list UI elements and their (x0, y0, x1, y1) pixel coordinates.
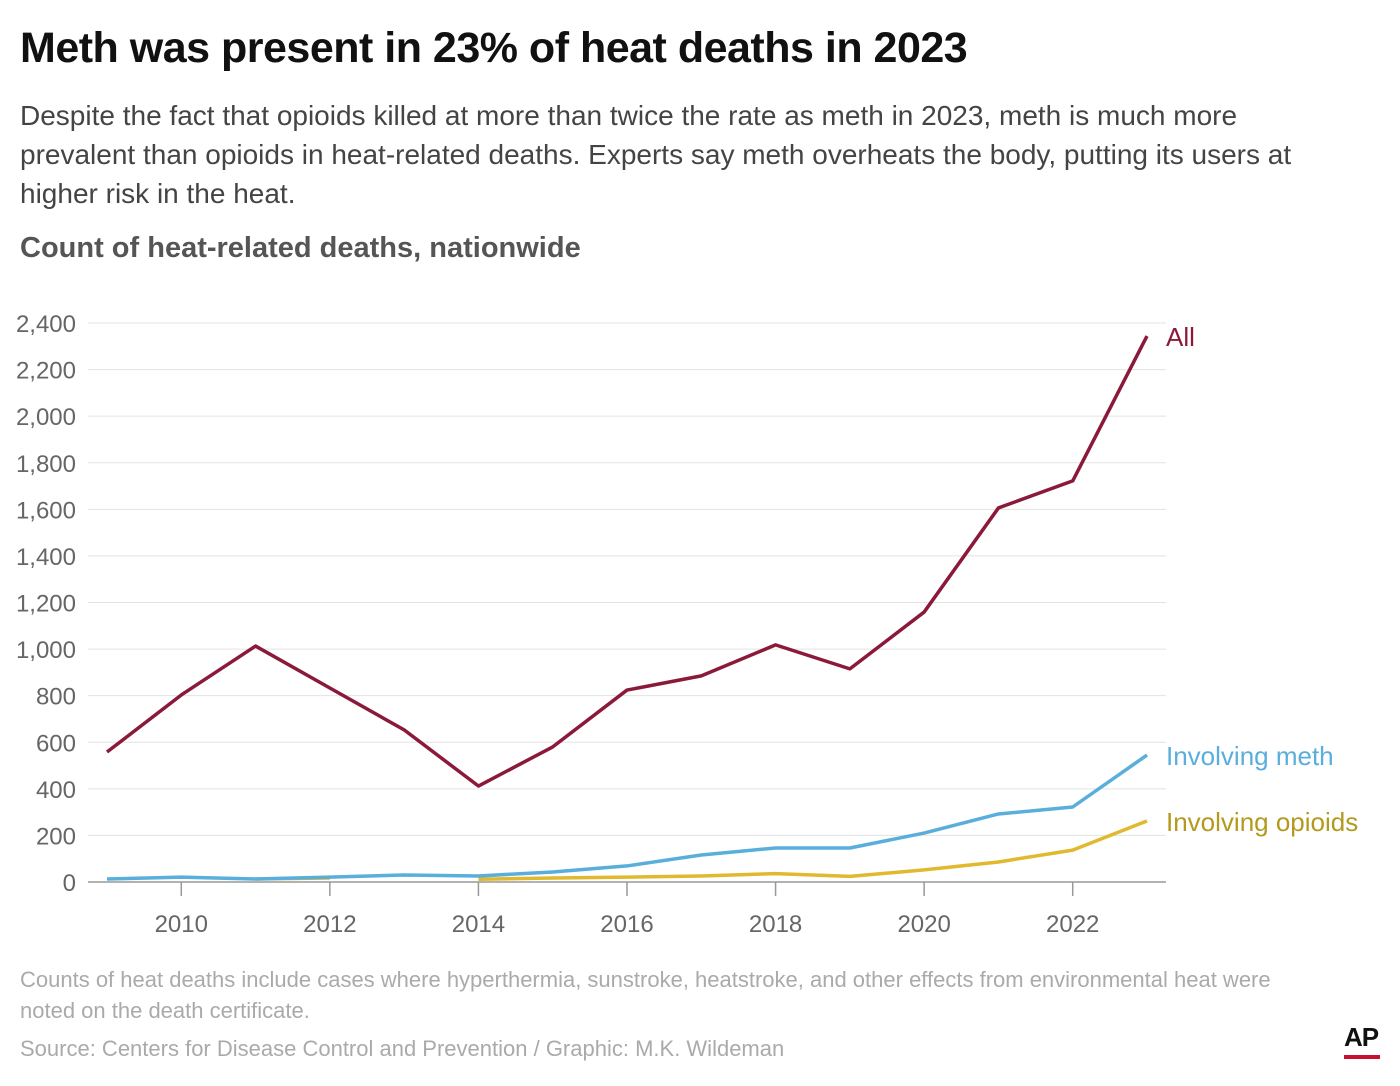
source-credit: Source: Centers for Disease Control and … (20, 1036, 785, 1061)
x-tick-label: 2014 (452, 911, 505, 938)
y-tick-label: 1,800 (16, 451, 76, 478)
series-label: All (1166, 322, 1195, 352)
series-line-all (105, 335, 1149, 788)
y-tick-label: 1,600 (16, 497, 76, 524)
series-label: Involving opioids (1166, 807, 1358, 837)
y-tick-label: 2,400 (16, 311, 76, 338)
x-tick-label: 2020 (897, 911, 950, 938)
headline: Meth was present in 23% of heat deaths i… (20, 24, 968, 72)
x-tick-label: 2022 (1046, 911, 1099, 938)
series-label: Involving meth (1166, 741, 1334, 771)
ap-logo: AP (1344, 1022, 1382, 1059)
ap-logo-text: AP (1344, 1022, 1379, 1052)
line-chart: 0 200 400 600 800 1,000 1,200 1,400 1,600 1,800 2,… (16, 311, 1358, 938)
subtitle: Despite the fact that opioids killed at … (20, 100, 1292, 209)
y-tick-label: 600 (36, 730, 76, 757)
x-tick-label: 2016 (600, 911, 653, 938)
ap-logo-bar (1344, 1055, 1380, 1059)
x-tick-label: 2010 (155, 911, 208, 938)
series-line-involving-meth (106, 753, 1149, 881)
y-tick-label: 1,200 (16, 591, 76, 618)
x-tick-label: 2018 (749, 911, 802, 938)
y-tick-label: 2,000 (16, 404, 76, 431)
y-tick-label: 800 (36, 684, 76, 711)
series-line-involving-opioids (478, 819, 1148, 881)
y-tick-label: 200 (36, 823, 76, 850)
chart-title: Count of heat-related deaths, nationwide (20, 232, 581, 264)
y-tick-label: 1,400 (16, 544, 76, 571)
x-tick-label: 2012 (303, 911, 356, 938)
footnote: Counts of heat deaths include cases wher… (20, 967, 1271, 1023)
y-tick-label: 2,200 (16, 358, 76, 385)
y-tick-label: 1,000 (16, 637, 76, 664)
y-tick-label: 0 (63, 870, 76, 897)
y-tick-label: 400 (36, 777, 76, 804)
